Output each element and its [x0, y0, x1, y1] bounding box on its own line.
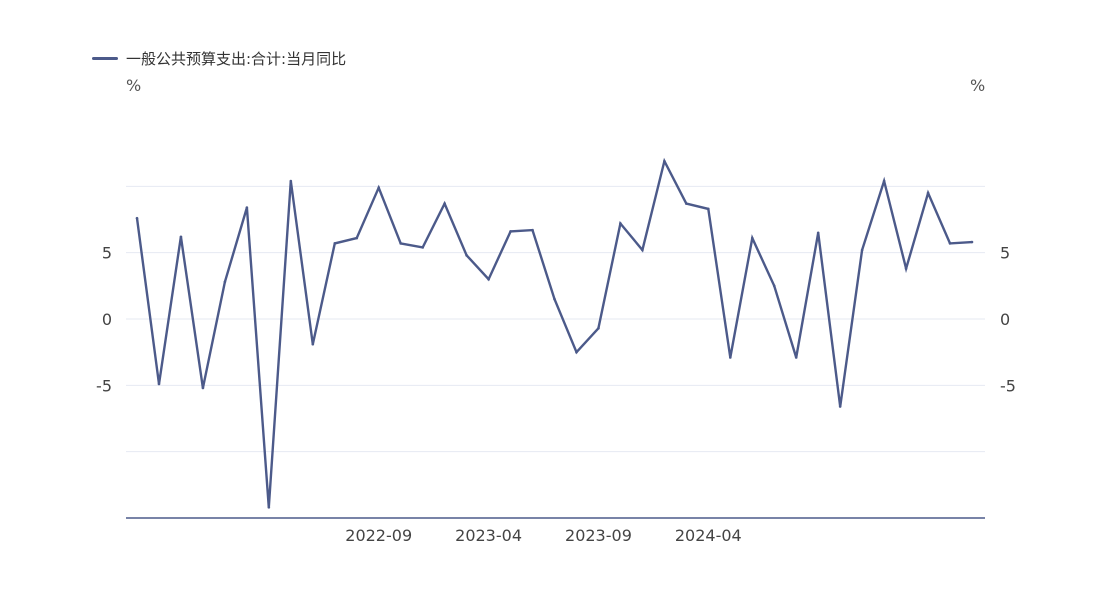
data-point: [926, 191, 930, 195]
data-point: [597, 326, 600, 330]
data-point: [728, 356, 732, 359]
data-point: [245, 206, 249, 209]
y-tick-label-left: 0: [102, 310, 112, 329]
data-point: [465, 254, 468, 257]
y-axis-left-ticks: 5 0 -5: [96, 244, 112, 396]
data-point: [355, 236, 359, 240]
data-point: [641, 248, 644, 252]
data-point: [948, 242, 952, 245]
y-tick-label-left: 5: [102, 244, 112, 263]
y-tick-label-right: 5: [1000, 244, 1010, 263]
data-point: [685, 202, 688, 205]
data-point: [223, 280, 227, 284]
x-axis-ticks: 2022-09 2023-04 2023-09 2024-04: [345, 526, 741, 545]
data-point: [553, 297, 556, 301]
series-line: [135, 157, 973, 508]
data-point: [201, 386, 205, 390]
x-tick-label: 2022-09: [345, 526, 412, 545]
y-axis-left-unit: %: [126, 76, 142, 95]
data-point: [487, 277, 490, 281]
data-point: [707, 207, 710, 211]
grid-lines: [126, 185, 985, 453]
y-tick-label-left: -5: [96, 376, 112, 395]
y-tick-label-right: -5: [1000, 376, 1016, 395]
data-point: [377, 186, 381, 189]
data-point: [838, 405, 842, 408]
x-tick-label: 2023-09: [565, 526, 632, 545]
data-point: [619, 222, 622, 225]
data-point: [904, 267, 908, 270]
data-point: [289, 179, 293, 183]
legend[interactable]: 一般公共预算支出:合计:当月同比: [92, 48, 346, 69]
data-point: [399, 242, 402, 245]
data-point: [970, 240, 974, 244]
x-tick-label: 2023-04: [455, 526, 522, 545]
data-point: [663, 159, 666, 163]
data-point: [882, 179, 886, 183]
series-layer: [135, 157, 974, 509]
data-point: [772, 284, 776, 288]
data-point: [333, 242, 337, 245]
data-point: [157, 382, 161, 386]
y-axis-right-ticks: 5 0 -5: [1000, 244, 1016, 396]
data-point: [816, 231, 820, 235]
data-point: [860, 248, 864, 252]
legend-swatch: [92, 57, 118, 60]
data-point: [135, 216, 139, 220]
data-point: [750, 236, 754, 240]
data-point: [531, 228, 534, 232]
x-tick-label: 2024-04: [675, 526, 742, 545]
data-point: [421, 246, 424, 249]
data-point: [794, 356, 798, 359]
data-point: [443, 202, 446, 205]
data-point: [575, 350, 578, 354]
data-point: [509, 230, 512, 233]
data-point: [267, 506, 271, 509]
data-point: [179, 235, 183, 239]
data-point: [311, 342, 315, 346]
y-axis-right-unit: %: [970, 76, 986, 95]
y-tick-label-right: 0: [1000, 310, 1010, 329]
legend-label: 一般公共预算支出:合计:当月同比: [126, 50, 347, 68]
